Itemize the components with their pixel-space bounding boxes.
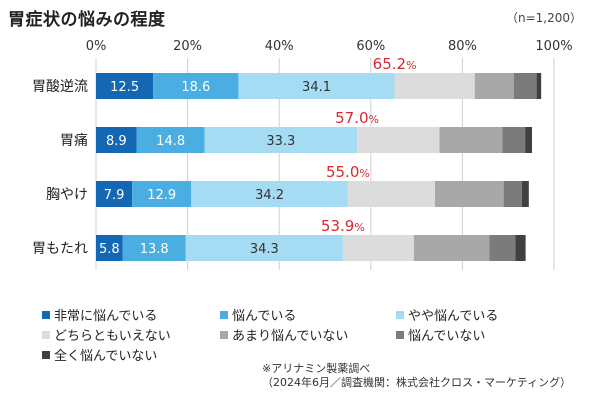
legend-item: あまり悩んでいない [220,326,396,344]
total-number: 55.0 [326,163,359,181]
bar-segment [347,181,435,207]
chart-title: 胃症状の悩みの程度 [8,10,166,30]
bar-segment [96,181,133,207]
legend-label: 悩んでいない [408,329,486,344]
legend-item: 全く悩んでいない [42,346,220,364]
total-number: 65.2 [373,55,406,73]
legend-label: やや悩んでいる [408,309,499,324]
legend-label: 全く悩んでいない [54,349,158,364]
legend-item: やや悩んでいる [396,306,576,324]
segment-value-label: 18.6 [181,80,210,95]
segment-value-label: 34.2 [255,188,284,203]
x-tick-label: 40% [265,39,294,54]
bar-segment [413,235,490,261]
bar-segment [521,181,529,207]
total-unit: % [406,59,416,72]
segment-value-label: 14.8 [156,134,185,149]
category-label: 胃もたれ [32,241,88,257]
total-number: 53.9 [321,217,354,235]
source-line-2: （2024年6月／調査機関：株式会社クロス・マーケティング） [262,376,572,389]
legend-swatch [220,310,228,319]
legend-swatch [42,310,50,319]
segment-value-label: 7.9 [104,188,125,203]
bar-segment [185,235,343,261]
x-tick-label: 60% [356,39,385,54]
segment-value-label: 12.9 [147,188,176,203]
bar-segment [515,235,526,261]
segment-value-label: 34.3 [250,242,279,257]
bar-segment [489,235,516,261]
bar-segment [96,73,154,99]
x-tick-label: 100% [535,39,572,54]
legend-label: あまり悩んでいない [232,329,349,344]
bar-segment [474,73,514,99]
bar-segment [394,73,475,99]
legend-item: 非常に悩んでいる [42,306,220,324]
legend-item: 悩んでいない [396,326,576,344]
segment-value-label: 33.3 [266,134,295,149]
bar-segment [136,127,205,153]
bar-segment [153,73,239,99]
bar-segment [525,127,533,153]
x-tick-label: 0% [86,39,107,54]
category-label: 胸やけ [46,187,88,203]
bar-segment [513,73,537,99]
bar-segment [536,73,542,99]
category-label: 胃痛 [60,132,88,149]
legend-label: 非常に悩んでいる [54,309,158,324]
legend-label: どちらともいえない [54,329,171,344]
sample-size-note: （n=1,200） [505,11,582,25]
bar-segment [439,127,503,153]
segment-value-label: 5.8 [99,242,120,257]
total-unit: % [369,113,379,126]
segment-value-label: 8.9 [106,134,127,149]
legend: 非常に悩んでいる 悩んでいる やや悩んでいるどちらともいえない あまり悩んでいない 悩ん… [42,306,582,364]
bar-segment [96,127,137,153]
source-line-1: ※アリナミン製薬調べ [262,362,371,375]
legend-item: どちらともいえない [42,326,220,344]
bar-segment [238,73,395,99]
x-tick-label: 80% [448,39,477,54]
legend-swatch [42,350,50,359]
total-unit: % [359,167,369,180]
legend-swatch [220,330,228,339]
legend-item: 悩んでいる [220,306,396,324]
category-label: 胃酸逆流 [32,79,88,95]
total-number: 57.0 [335,109,368,127]
segment-value-label: 12.5 [110,80,139,95]
cumulative-total-label: 57.0% [335,109,379,127]
legend-swatch [396,330,404,339]
total-unit: % [354,221,364,234]
cumulative-total-label: 53.9% [321,217,365,235]
legend-label: 悩んでいる [232,309,297,324]
bar-segment [122,235,186,261]
bar-segment [357,127,440,153]
bar-segment [342,235,414,261]
bar-segment [96,235,123,261]
bar-segment [434,181,504,207]
segment-value-label: 34.1 [302,80,331,95]
legend-swatch [42,330,50,339]
bar-segment [503,181,522,207]
cumulative-total-label: 55.0% [326,163,370,181]
bar-segment [204,127,358,153]
bar-segment [132,181,192,207]
bar-segment [191,181,348,207]
legend-swatch [396,310,404,319]
bar-segment [502,127,526,153]
cumulative-total-label: 65.2% [373,55,417,73]
source-note: ※アリナミン製薬調べ （2024年6月／調査機関：株式会社クロス・マーケティング… [262,362,571,390]
segment-value-label: 13.8 [140,242,169,257]
x-tick-label: 20% [173,39,202,54]
